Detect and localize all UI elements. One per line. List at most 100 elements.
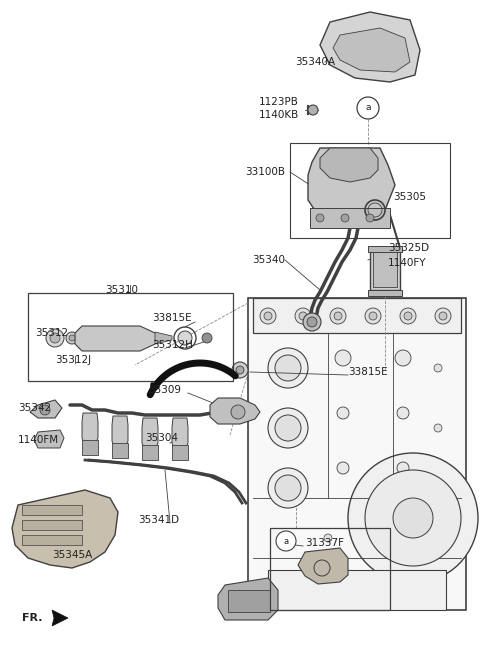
Circle shape — [275, 355, 301, 381]
Text: 35304: 35304 — [145, 433, 178, 443]
Bar — [172, 445, 188, 460]
Circle shape — [384, 534, 392, 542]
Circle shape — [307, 317, 317, 327]
Polygon shape — [218, 578, 278, 620]
Circle shape — [178, 331, 192, 345]
Text: 33815E: 33815E — [348, 367, 388, 377]
Text: a: a — [365, 104, 371, 112]
Bar — [368, 290, 402, 296]
Circle shape — [434, 364, 442, 372]
Circle shape — [275, 475, 301, 501]
Circle shape — [46, 329, 64, 347]
Bar — [270, 528, 390, 610]
Circle shape — [400, 308, 416, 324]
Circle shape — [348, 453, 478, 583]
Circle shape — [308, 105, 318, 115]
Bar — [368, 246, 402, 252]
Polygon shape — [155, 332, 172, 344]
Polygon shape — [308, 148, 395, 228]
Circle shape — [236, 366, 244, 374]
Polygon shape — [75, 326, 160, 351]
Text: 33815E: 33815E — [152, 313, 192, 323]
Bar — [248, 298, 466, 610]
Polygon shape — [320, 12, 420, 82]
Circle shape — [397, 407, 409, 419]
Text: 1140KB: 1140KB — [259, 110, 299, 120]
Polygon shape — [142, 418, 158, 450]
Text: 31337F: 31337F — [305, 538, 344, 548]
Circle shape — [380, 270, 390, 280]
Circle shape — [393, 498, 433, 538]
Text: 1140FY: 1140FY — [388, 258, 427, 268]
Polygon shape — [52, 610, 68, 626]
Circle shape — [395, 350, 411, 366]
Circle shape — [334, 312, 342, 320]
Circle shape — [337, 462, 349, 474]
Polygon shape — [30, 400, 62, 418]
Circle shape — [335, 350, 351, 366]
Bar — [253, 298, 461, 333]
Circle shape — [324, 534, 332, 542]
Circle shape — [434, 534, 442, 542]
Circle shape — [366, 214, 374, 222]
Polygon shape — [320, 148, 378, 182]
Text: 35341D: 35341D — [138, 515, 179, 525]
Text: 33100B: 33100B — [245, 167, 285, 177]
Circle shape — [369, 312, 377, 320]
Text: 35305: 35305 — [393, 192, 426, 202]
Polygon shape — [333, 28, 410, 72]
Bar — [228, 590, 270, 612]
Polygon shape — [210, 398, 260, 424]
Circle shape — [439, 312, 447, 320]
Polygon shape — [82, 413, 98, 445]
Circle shape — [232, 362, 248, 378]
Text: 35312J: 35312J — [55, 355, 91, 365]
Circle shape — [40, 405, 50, 415]
Circle shape — [299, 312, 307, 320]
Bar — [310, 208, 390, 228]
Text: 35309: 35309 — [148, 385, 181, 395]
Text: FR.: FR. — [22, 613, 43, 623]
Polygon shape — [172, 418, 188, 450]
Circle shape — [50, 333, 60, 343]
Bar — [370, 248, 400, 290]
Circle shape — [276, 531, 296, 551]
Circle shape — [231, 405, 245, 419]
Circle shape — [435, 308, 451, 324]
Bar — [22, 520, 82, 530]
Circle shape — [268, 408, 308, 448]
Bar — [268, 570, 446, 610]
Circle shape — [397, 462, 409, 474]
Text: 35310: 35310 — [105, 285, 138, 295]
Circle shape — [357, 97, 379, 119]
Circle shape — [434, 424, 442, 432]
Circle shape — [341, 214, 349, 222]
Bar — [112, 443, 128, 458]
Bar — [142, 445, 158, 460]
Circle shape — [303, 313, 321, 331]
Text: 35340: 35340 — [252, 255, 285, 265]
Polygon shape — [34, 430, 64, 448]
Circle shape — [295, 308, 311, 324]
Circle shape — [434, 484, 442, 492]
Circle shape — [69, 335, 75, 341]
Polygon shape — [298, 548, 348, 584]
Circle shape — [268, 468, 308, 508]
Text: 35342: 35342 — [18, 403, 51, 413]
Circle shape — [66, 332, 78, 344]
Circle shape — [264, 312, 272, 320]
Text: 35312: 35312 — [35, 328, 68, 338]
Circle shape — [365, 308, 381, 324]
Circle shape — [268, 348, 308, 388]
Polygon shape — [112, 416, 128, 448]
Bar — [22, 535, 82, 545]
Circle shape — [260, 308, 276, 324]
Polygon shape — [12, 490, 118, 568]
Circle shape — [365, 470, 461, 566]
Circle shape — [316, 214, 324, 222]
Bar — [22, 505, 82, 515]
Bar — [290, 143, 450, 238]
Text: 35325D: 35325D — [388, 243, 429, 253]
Circle shape — [330, 308, 346, 324]
Bar — [28, 293, 233, 381]
